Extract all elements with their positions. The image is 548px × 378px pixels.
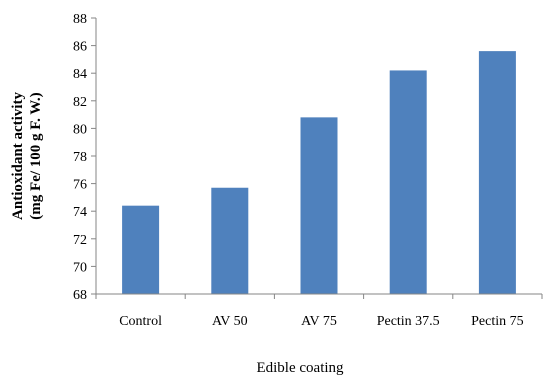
- y-axis-ticks: 68 70 72 74 76 78 80 82 84 86 88: [73, 12, 96, 303]
- bar-av-50: [211, 187, 249, 294]
- y-axis-title-line-1: Antioxidant activity: [10, 92, 26, 220]
- x-tick-label: AV 50: [212, 314, 248, 329]
- x-axis-title: Edible coating: [256, 360, 344, 376]
- x-tick-label: Pectin 75: [471, 314, 524, 329]
- y-tick-label: 68: [73, 288, 87, 303]
- y-tick-label: 78: [73, 150, 87, 165]
- bar-control: [122, 205, 160, 294]
- bar-av-75: [300, 117, 338, 294]
- y-tick-label: 80: [73, 122, 87, 137]
- bars: [122, 51, 516, 295]
- y-tick-label: 76: [73, 178, 87, 193]
- y-tick-label: 74: [73, 205, 87, 220]
- y-tick-label: 70: [73, 260, 87, 275]
- y-tick-label: 86: [73, 40, 87, 55]
- x-axis-ticks: Control AV 50 AV 75 Pectin 37.5 Pectin 75: [95, 294, 543, 329]
- y-tick-label: 88: [73, 12, 87, 27]
- y-tick-label: 84: [73, 67, 87, 82]
- bar-pectin-37-5: [389, 70, 427, 294]
- y-axis-title-line-2: (mg Fe/ 100 g F. W.): [28, 92, 44, 219]
- bar-pectin-75: [478, 51, 516, 295]
- y-tick-label: 72: [73, 233, 87, 248]
- x-tick-label: AV 75: [301, 314, 337, 329]
- y-tick-label: 82: [73, 95, 87, 110]
- x-tick-label: Control: [119, 314, 162, 329]
- x-tick-label: Pectin 37.5: [377, 314, 440, 329]
